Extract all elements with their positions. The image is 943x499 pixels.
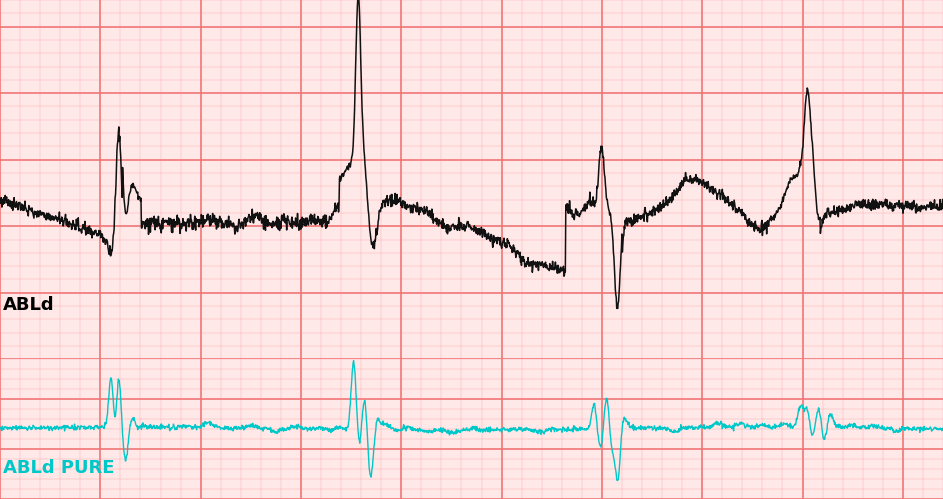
Text: ABLd PURE: ABLd PURE [3, 459, 114, 477]
Text: ABLd: ABLd [3, 296, 55, 314]
